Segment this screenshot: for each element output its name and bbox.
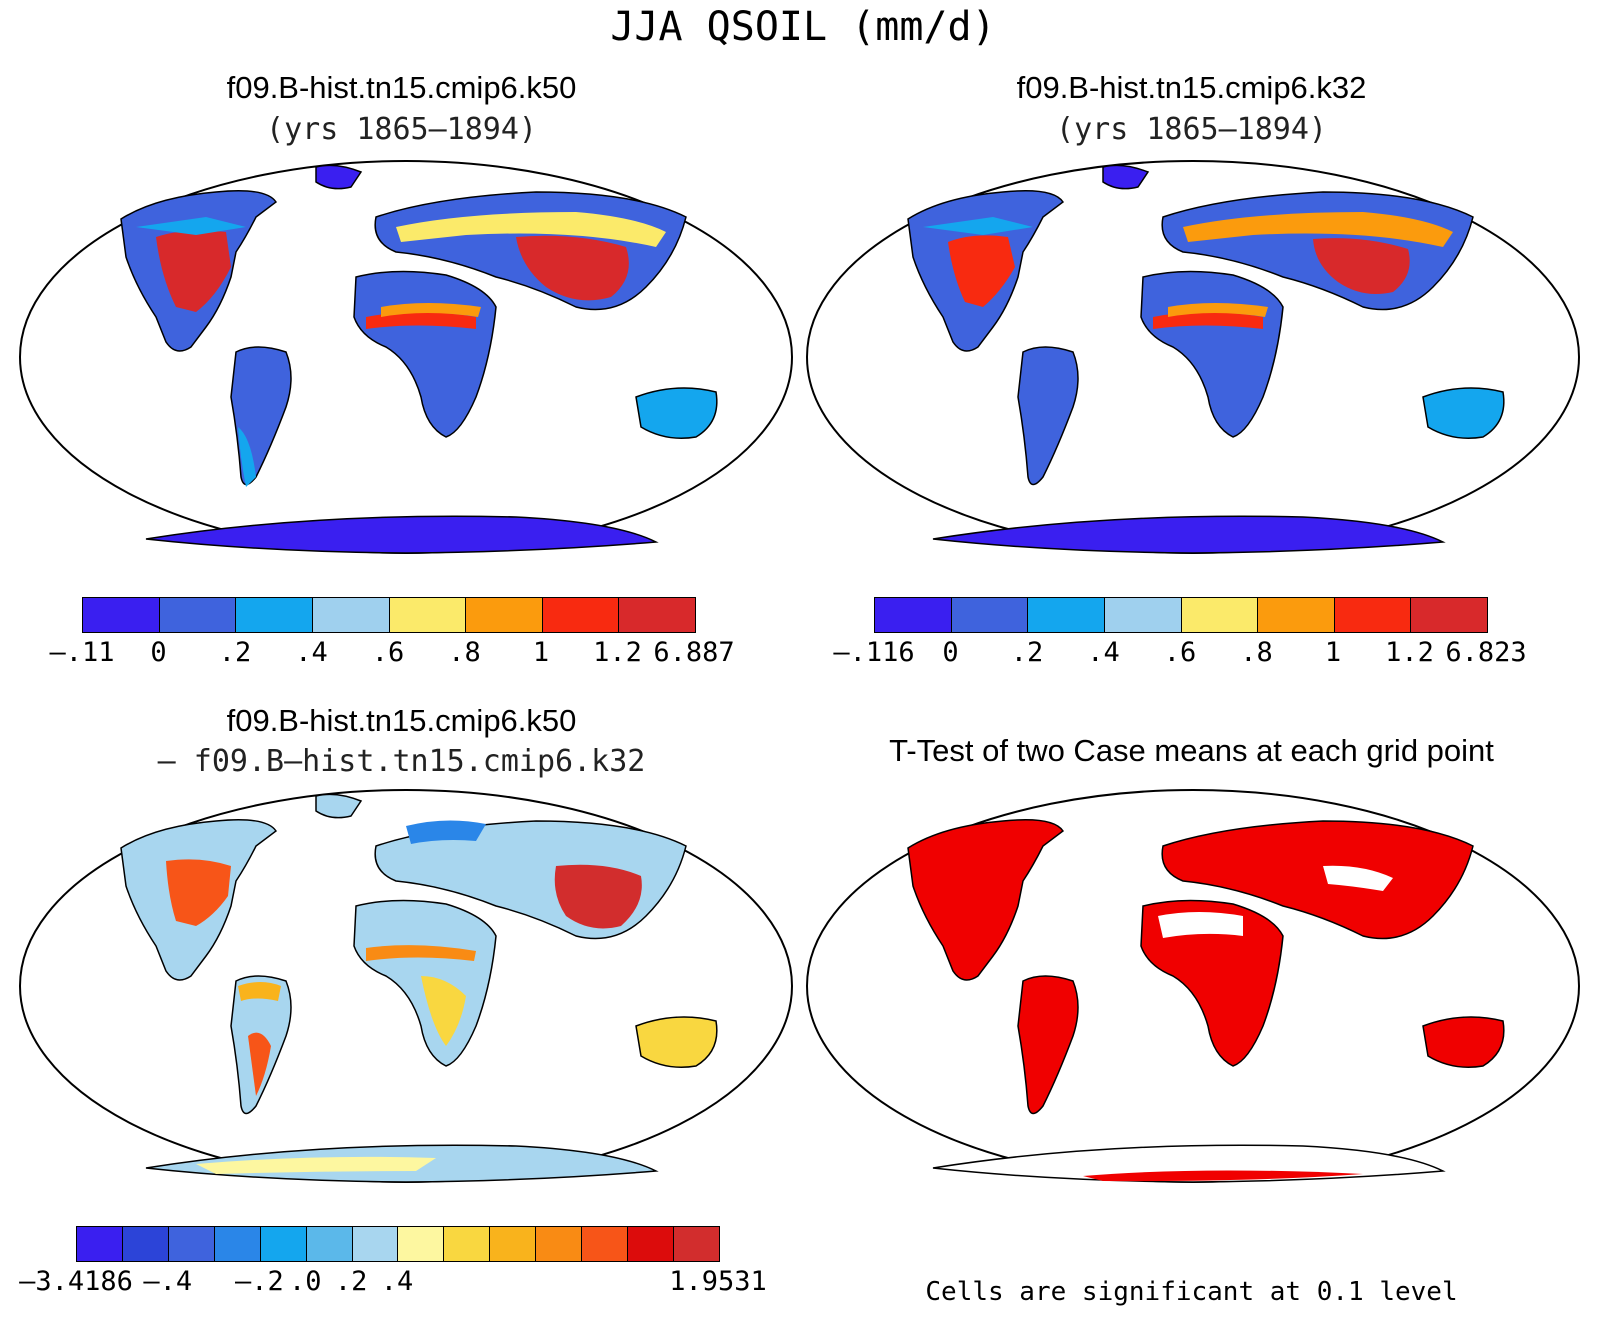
colorbar-swatch [1258,598,1335,632]
colorbar-tick-label: .6 [371,637,405,668]
colorbar-tick-label: .2 [218,637,252,668]
panel4-footnote: Cells are significant at 0.1 level [925,1277,1458,1307]
colorbar-swatch [582,1227,629,1261]
colorbar-swatch [352,1227,399,1261]
colorbar-tick-label: .4 [1087,637,1120,668]
colorbar-tick-label: 0 [150,637,167,668]
colorbar-tick-label: ‒3.4186 [19,1266,133,1297]
colorbar-tick-label: .2 [334,1266,368,1297]
panel2-subtitle: (yrs 1865‒1894) [1056,112,1327,147]
colorbar-swatch [312,598,390,632]
panel3-title: f09.B-hist.tn15.cmip6.k50 [226,703,577,738]
colorbar-tick-label: 1.9531 [669,1266,767,1297]
colorbar-tick-label: 0 [942,637,959,668]
panel2-colorbar [874,597,1488,633]
colorbar-tick-label: .0 [289,1266,322,1297]
panel3-subtitle: ‒ f09.B‒hist.tn15.cmip6.k32 [157,744,646,779]
panel1-subtitle: (yrs 1865‒1894) [266,112,537,147]
panel1-colorbar [82,597,696,633]
colorbar-swatch [619,598,695,632]
panel1-title: f09.B-hist.tn15.cmip6.k50 [226,70,577,105]
panel2-map [806,160,1580,554]
colorbar-swatch [1028,598,1105,632]
panel1-map [19,160,793,554]
colorbar-swatch [236,598,313,632]
colorbar-tick-label: .2 [1010,637,1044,668]
colorbar-swatch [490,1227,537,1261]
colorbar-swatch [444,1227,491,1261]
colorbar-swatch [1411,598,1487,632]
colorbar-swatch [628,1227,674,1261]
colorbar-swatch [77,1227,123,1261]
colorbar-swatch [306,1227,353,1261]
colorbar-tick-label: ‒.2 [235,1266,284,1297]
panel4-title: T-Test of two Case means at each grid po… [889,733,1494,768]
colorbar-tick-label: 1.2 [1385,637,1434,668]
colorbar-swatch [398,1227,445,1261]
colorbar-swatch [159,598,237,632]
colorbar-swatch [168,1227,215,1261]
colorbar-swatch [542,598,620,632]
colorbar-swatch [673,1227,719,1261]
colorbar-tick-label: .4 [380,1266,414,1297]
panel4-map [806,789,1580,1183]
colorbar-tick-label: ‒.4 [143,1266,193,1297]
colorbar-swatch [83,598,160,632]
colorbar-swatch [875,598,952,632]
colorbar-tick-label: 1 [1324,637,1342,668]
colorbar-swatch [536,1227,583,1261]
colorbar-swatch [260,1227,307,1261]
colorbar-swatch [1104,598,1182,632]
colorbar-swatch [214,1227,261,1261]
colorbar-swatch [1334,598,1412,632]
colorbar-tick-label: 6.887 [653,637,735,668]
colorbar-tick-label: 1.2 [593,637,642,668]
colorbar-tick-label: .8 [1240,637,1273,668]
panel3-map [19,789,793,1183]
panel3-colorbar [76,1226,720,1262]
colorbar-tick-label: 6.823 [1445,637,1527,668]
colorbar-tick-label: 1 [532,637,550,668]
colorbar-tick-label: .4 [295,637,328,668]
panel2-title: f09.B-hist.tn15.cmip6.k32 [1016,70,1367,105]
colorbar-tick-label: ‒.116 [833,637,915,668]
colorbar-swatch [122,1227,169,1261]
colorbar-swatch [951,598,1029,632]
colorbar-tick-label: .8 [448,637,481,668]
colorbar-swatch [466,598,543,632]
colorbar-swatch [389,598,467,632]
figure-title: JJA QSOIL (mm/d) [610,4,996,50]
colorbar-swatch [1181,598,1259,632]
colorbar-tick-label: .6 [1163,637,1197,668]
colorbar-tick-label: ‒.11 [49,637,115,668]
